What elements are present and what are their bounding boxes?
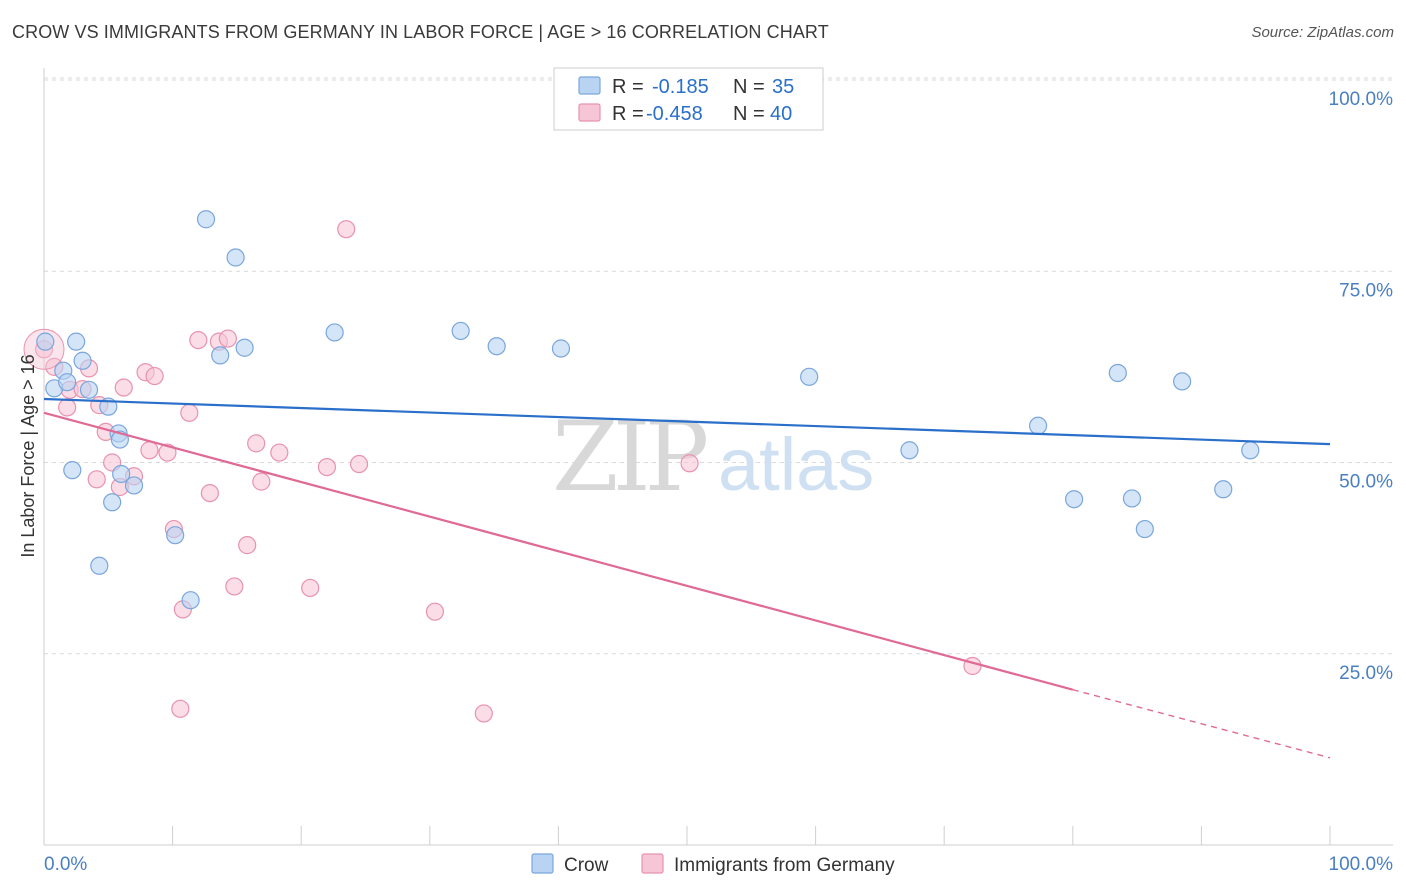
crow-point-10 [103, 493, 122, 512]
crow-point-13 [112, 464, 131, 484]
germany-point-36 [680, 454, 699, 473]
trend-lines [43, 397, 1331, 759]
source-label: Source: ZipAtlas.com [1251, 24, 1394, 41]
crow-point-30 [1122, 489, 1142, 508]
crow-point-24 [551, 339, 571, 358]
bottom-legend-label-germany: Immigrants from Germany [674, 855, 895, 876]
y-tick-label-100: 100.0% [1329, 89, 1394, 110]
series-legend: Crow Immigrants from Germany [531, 853, 895, 876]
crow-trend-line [43, 397, 1331, 446]
legend-swatch-germany [578, 103, 601, 122]
crow-point-8 [90, 556, 109, 575]
germany-point-21 [189, 331, 208, 350]
germany-point-20 [180, 403, 199, 422]
legend-r-value-germany: -0.458 [646, 103, 703, 125]
crow-point-5 [67, 332, 86, 351]
germany-point-34 [425, 602, 445, 621]
germany-point-16 [158, 443, 177, 462]
germany-point-25 [225, 577, 244, 596]
crow-point-22 [451, 321, 470, 341]
germany-point-2 [58, 398, 77, 417]
crow-point-32 [1173, 372, 1192, 391]
germany-point-35 [474, 704, 493, 723]
germany-point-22 [200, 484, 219, 503]
crow-point-21 [325, 323, 344, 342]
legend-n-label-crow: N = [733, 76, 765, 98]
crow-point-4 [63, 461, 82, 480]
y-tick-label-50: 50.0% [1339, 472, 1393, 493]
crow-point-6 [73, 351, 92, 370]
legend-r-value-crow: -0.185 [652, 76, 709, 98]
germany-point-32 [337, 220, 356, 239]
y-tick-label-25: 25.0% [1339, 663, 1393, 684]
germany-point-30 [301, 578, 320, 598]
watermark-atlas: atlas [718, 423, 874, 506]
crow-point-28 [1064, 490, 1084, 509]
crow-point-34 [1241, 441, 1260, 460]
crow-point-29 [1108, 363, 1127, 383]
bottom-legend-swatch-crow [531, 853, 554, 874]
bottom-legend-swatch-germany [641, 853, 664, 874]
crow-point-3 [58, 373, 77, 392]
germany-point-18 [171, 699, 190, 718]
legend-n-label-germany: N = [733, 103, 765, 125]
crow-point-31 [1135, 519, 1154, 539]
x-axis-ticks [172, 826, 1331, 845]
legend-swatch-crow [578, 76, 601, 95]
germany-point-26 [238, 536, 257, 555]
crow-point-23 [487, 337, 506, 356]
axes [43, 68, 1393, 846]
legend-n-value-crow: 35 [772, 76, 794, 98]
bottom-legend-label-crow: Crow [564, 855, 609, 876]
germany-point-15 [145, 366, 164, 386]
chart-title: CROW VS IMMIGRANTS FROM GERMANY IN LABOR… [12, 22, 829, 42]
series-crow [36, 210, 1260, 610]
germany-point-24 [218, 329, 237, 348]
crow-point-33 [1214, 480, 1233, 499]
crow-point-15 [166, 526, 185, 545]
crow-point-0 [36, 332, 55, 351]
crow-point-27 [1028, 416, 1048, 435]
x-tick-label-max: 100.0% [1329, 854, 1394, 875]
germany-point-6 [87, 470, 106, 489]
crow-point-26 [900, 441, 919, 460]
crow-point-20 [235, 338, 254, 357]
legend-r-label-crow: R = [612, 76, 644, 98]
crow-point-14 [124, 476, 144, 495]
germany-trend-line [43, 411, 1074, 691]
legend-r-label-germany: R = [612, 103, 644, 125]
germany-point-11 [114, 378, 133, 397]
correlation-legend: R = -0.185 N = 35 R = -0.458 N = 40 [553, 67, 824, 131]
crow-point-17 [196, 210, 216, 229]
legend-n-value-germany: 40 [770, 103, 792, 125]
y-axis-tick-labels: 25.0% 50.0% 75.0% 100.0% [1329, 89, 1394, 684]
crow-point-16 [181, 591, 200, 610]
crow-point-18 [211, 346, 230, 365]
gridlines [44, 77, 1393, 655]
y-tick-label-75: 75.0% [1339, 280, 1393, 301]
y-axis-label: In Labor Force | Age > 16 [18, 354, 38, 557]
germany-point-28 [252, 472, 271, 491]
germany-trend-extension [1072, 689, 1331, 759]
crow-point-19 [226, 248, 245, 267]
x-tick-label-min: 0.0% [44, 854, 87, 875]
crow-point-25 [800, 367, 819, 386]
crow-point-7 [79, 380, 99, 399]
germany-point-27 [247, 434, 266, 453]
germany-point-31 [317, 457, 337, 477]
germany-point-33 [349, 454, 369, 474]
germany-point-14 [140, 441, 159, 460]
germany-point-29 [270, 443, 289, 462]
